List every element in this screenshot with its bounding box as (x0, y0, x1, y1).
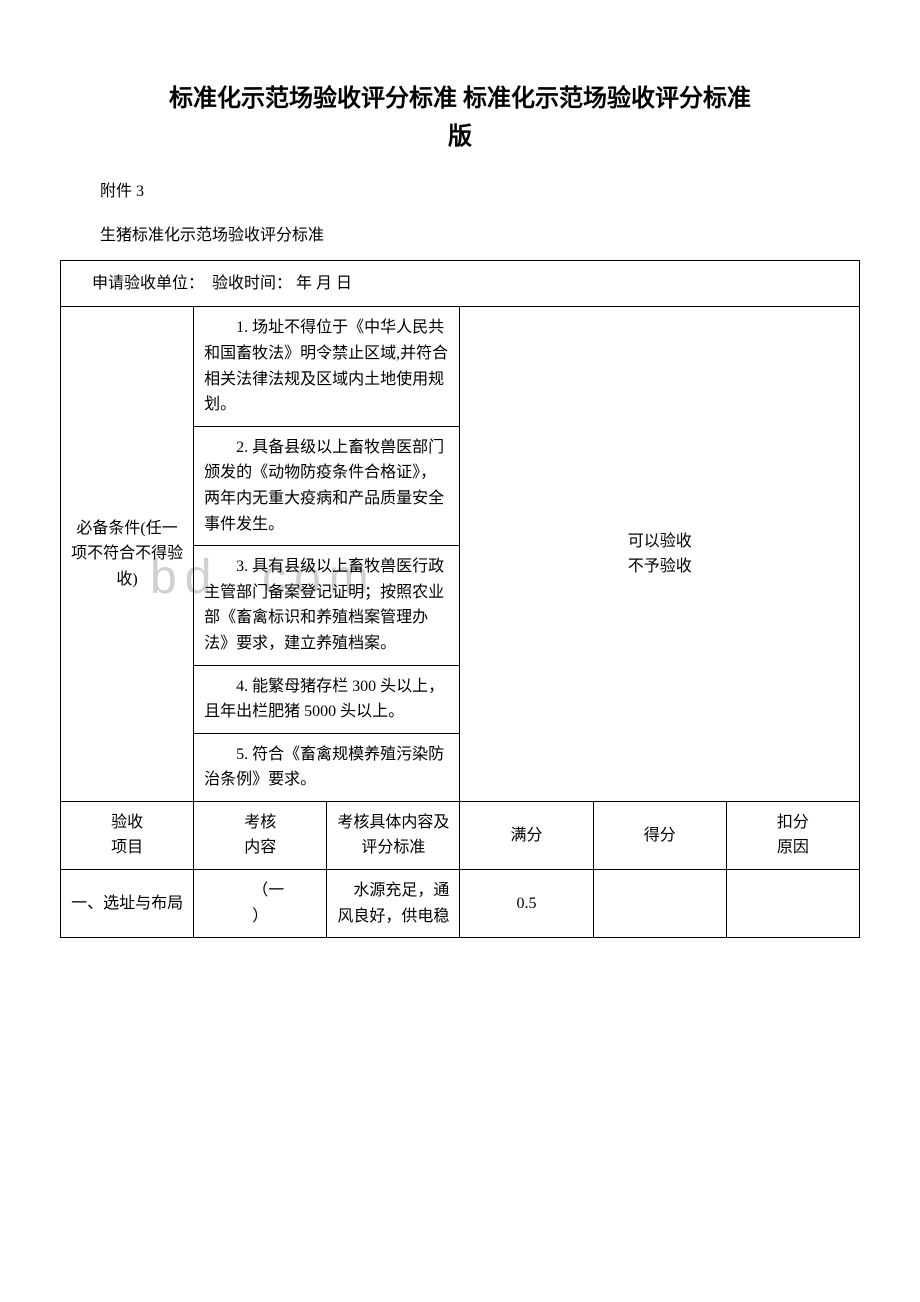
col-header-fullscore: 满分 (460, 801, 593, 869)
prerequisite-item-5: 5. 符合《畜禽规模养殖污染防治条例》要求。 (194, 733, 460, 801)
table-row: 一、选址与布局 （一） 水源充足，通风良好，供电稳 0.5 (61, 870, 860, 938)
applicant-label: 申请验收单位： (92, 275, 204, 292)
subtitle: 生猪标准化示范场验收评分标准 (100, 221, 860, 245)
header-cell: 申请验收单位： 验收时间： 年 月 日 (61, 260, 860, 307)
col-header-score: 得分 (593, 801, 726, 869)
prerequisite-result: 可以验收 不予验收 (460, 307, 860, 802)
cell-content: （一） (194, 870, 327, 938)
title-line-2: 版 (448, 124, 472, 150)
prerequisite-label: 必备条件(任一项不符合不得验收) (61, 307, 194, 802)
evaluation-table: 申请验收单位： 验收时间： 年 月 日 必备条件(任一项不符合不得验收) 1. … (60, 260, 860, 938)
attachment-label: 附件 3 (100, 177, 860, 201)
col-header-content: 考核内容 (194, 801, 327, 869)
cell-fullscore: 0.5 (460, 870, 593, 938)
table-header-row: 申请验收单位： 验收时间： 年 月 日 (61, 260, 860, 307)
prerequisite-row-1: 必备条件(任一项不符合不得验收) 1. 场址不得位于《中华人民共和国畜牧法》明令… (61, 307, 860, 426)
prerequisite-item-1: 1. 场址不得位于《中华人民共和国畜牧法》明令禁止区域,并符合相关法律法规及区域… (194, 307, 460, 426)
col-header-project: 验收项目 (61, 801, 194, 869)
cell-project: 一、选址与布局 (61, 870, 194, 938)
prerequisite-item-2: 2. 具备县级以上畜牧兽医部门颁发的《动物防疫条件合格证》，两年内无重大疫病和产… (194, 426, 460, 545)
cell-reason (726, 870, 859, 938)
date-format: 年 月 日 (296, 275, 352, 292)
title-line-1: 标准化示范场验收评分标准 标准化示范场验收评分标准 (169, 86, 751, 112)
prerequisite-item-3: 3. 具有县级以上畜牧兽医行政主管部门备案登记证明；按照农业部《畜禽标识和养殖档… (194, 546, 460, 665)
result-reject: 不予验收 (470, 554, 849, 580)
col-header-reason: 扣分原因 (726, 801, 859, 869)
time-label: 验收时间： (212, 275, 292, 292)
document-title: 标准化示范场验收评分标准 标准化示范场验收评分标准 版 (60, 80, 860, 157)
column-header-row: 验收项目 考核内容 考核具体内容及评分标准 满分 得分 扣分原因 (61, 801, 860, 869)
prerequisite-item-4: 4. 能繁母猪存栏 300 头以上，且年出栏肥猪 5000 头以上。 (194, 665, 460, 733)
cell-score (593, 870, 726, 938)
cell-detail: 水源充足，通风良好，供电稳 (327, 870, 460, 938)
result-accept: 可以验收 (470, 529, 849, 555)
col-header-detail: 考核具体内容及评分标准 (327, 801, 460, 869)
